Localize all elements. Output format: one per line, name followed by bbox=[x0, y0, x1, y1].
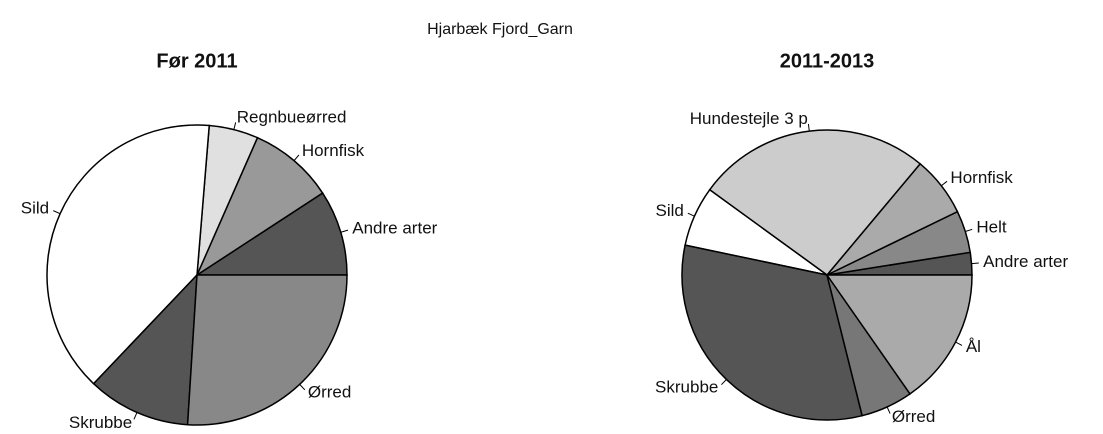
label-tick bbox=[971, 262, 979, 265]
label-tick bbox=[340, 229, 349, 233]
slice-label: Skrubbe bbox=[655, 377, 718, 396]
slice-label: Skrubbe bbox=[69, 413, 132, 432]
slice-label: Hornfisk bbox=[950, 168, 1013, 187]
label-tick bbox=[233, 122, 237, 130]
slice-label: Ørred bbox=[892, 407, 935, 426]
label-tick bbox=[940, 180, 948, 187]
pie-slice bbox=[186, 274, 348, 426]
slice-label: Ål bbox=[966, 337, 981, 356]
chart-title: Før 2011 bbox=[156, 50, 237, 72]
slice-label: Ørred bbox=[308, 383, 351, 402]
slice-label: Andre arter bbox=[983, 252, 1068, 271]
label-tick bbox=[965, 228, 973, 232]
pie-slice bbox=[708, 129, 922, 277]
label-tick bbox=[53, 210, 61, 215]
slice-label: Sild bbox=[656, 201, 684, 220]
label-tick bbox=[886, 406, 891, 414]
label-tick bbox=[687, 212, 695, 217]
pie-slice bbox=[194, 192, 348, 276]
slice-label: Andre arter bbox=[352, 218, 437, 237]
slice-label: Hornfisk bbox=[302, 141, 365, 160]
pie-slice bbox=[681, 244, 864, 421]
slice-label: Sild bbox=[21, 198, 49, 217]
slice-label: Regnbueørred bbox=[237, 107, 347, 126]
slice-label: Hundestejle 3 p bbox=[690, 109, 808, 128]
pie-slice bbox=[46, 124, 211, 385]
chart-title: 2011-2013 bbox=[780, 50, 875, 72]
label-tick bbox=[133, 412, 138, 420]
label-tick bbox=[807, 123, 810, 132]
label-tick bbox=[955, 341, 963, 346]
label-tick bbox=[299, 384, 306, 391]
label-tick bbox=[293, 154, 300, 161]
label-tick bbox=[721, 379, 727, 386]
figure-title: Hjarbæk Fjord_Garn bbox=[427, 21, 573, 38]
pie-slice bbox=[92, 272, 198, 426]
slice-label: Helt bbox=[976, 217, 1007, 236]
pie-slice bbox=[195, 136, 324, 278]
